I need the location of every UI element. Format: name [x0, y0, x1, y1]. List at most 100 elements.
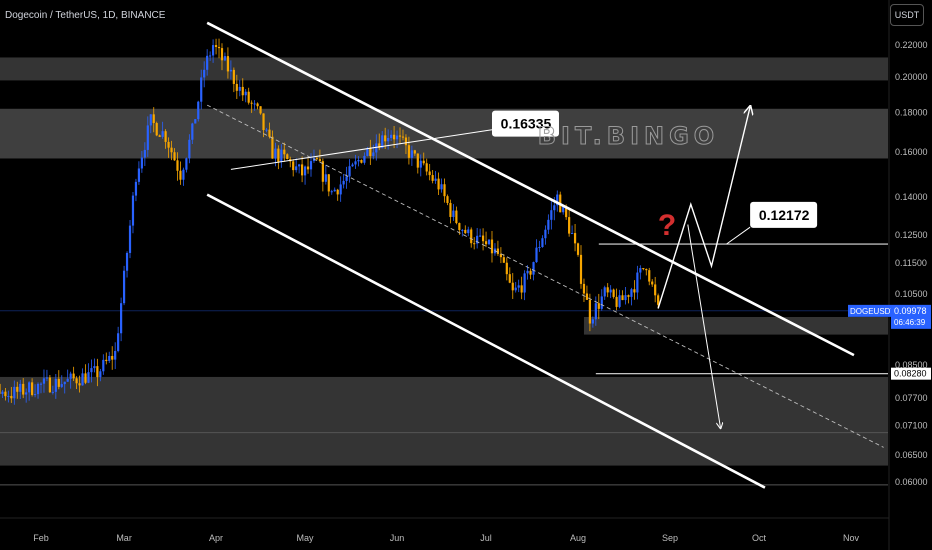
bullish-projection [657, 107, 750, 309]
price-tick-label: 0.07100 [895, 420, 928, 430]
candle-body [496, 248, 500, 254]
candle-body [140, 157, 143, 169]
candle-body [407, 145, 411, 158]
candle-body [390, 134, 393, 138]
candle-body [369, 148, 372, 157]
price-tick-label: 0.18000 [895, 107, 928, 117]
candle-body [191, 123, 194, 140]
month-tick-label: Nov [843, 533, 860, 543]
candle-body [63, 381, 66, 385]
callout-mid-label: 0.12172 [759, 207, 810, 223]
candle-body [60, 384, 63, 387]
candle-body [241, 86, 244, 96]
currency-unit-button[interactable]: USDT [890, 4, 924, 26]
candle-body [164, 131, 167, 142]
candle-body [470, 229, 473, 244]
candle-body [244, 91, 247, 96]
candle-body [131, 195, 135, 226]
candle-body [425, 163, 428, 172]
month-tick-label: Apr [209, 533, 223, 543]
candle-body [461, 229, 464, 231]
candle-body [114, 350, 117, 360]
horizontal-levels [0, 243, 888, 486]
price-axis: 0.22000 0.20000 0.18000 0.16000 0.14000 0.125… [848, 0, 931, 550]
candle-body [618, 295, 621, 307]
candle-body [357, 159, 360, 162]
candle-body [111, 355, 114, 360]
candle-body [143, 149, 146, 158]
candle-body [636, 272, 639, 293]
support-label: 0.08280 [894, 369, 927, 379]
month-tick-label: Feb [33, 533, 49, 543]
candle-body [54, 378, 57, 392]
bearish-projection [687, 224, 721, 428]
candle-body [206, 55, 209, 70]
candle-body [295, 166, 298, 171]
chart-title: Dogecoin / TetherUS, 1D, BINANCE [5, 10, 166, 21]
candle-body [452, 210, 455, 217]
candle-body [348, 166, 351, 177]
candle-body [627, 295, 630, 297]
candle-body [600, 296, 603, 309]
candle-body [381, 135, 384, 149]
candle-body [93, 366, 96, 369]
candle-body [372, 152, 375, 157]
candle-body [84, 373, 87, 383]
candle-body [318, 159, 322, 162]
candle-body [363, 155, 366, 163]
callout-high-label: 0.16335 [501, 116, 552, 132]
candle-body [303, 166, 307, 176]
candle-body [366, 148, 369, 156]
last-price-tag [891, 304, 931, 329]
candle-body [167, 141, 170, 148]
candle-body [256, 103, 259, 107]
candle-body [612, 289, 615, 297]
candle-body [490, 239, 494, 254]
candle-body [96, 366, 99, 378]
zone-rect [0, 376, 888, 466]
candle-body [458, 223, 461, 230]
candle-body [268, 129, 271, 137]
candle-body [413, 150, 416, 154]
candle-body [544, 229, 547, 239]
candle-body [585, 293, 589, 300]
candle-body [550, 210, 553, 220]
candle-body [354, 161, 357, 165]
month-tick-label: Sep [662, 533, 678, 543]
price-tick-label: 0.22000 [895, 40, 928, 50]
candle-body [588, 299, 592, 324]
candle-body [440, 184, 443, 190]
candle-body [28, 382, 31, 393]
candle-body [161, 131, 164, 137]
time-axis: Feb Mar Apr May Jun Jul Aug Sep Oct Nov [0, 517, 889, 543]
candle-body [90, 368, 93, 373]
candle-body [203, 69, 206, 78]
candle-body [105, 359, 108, 361]
candle-body [657, 295, 660, 305]
candle-body [39, 383, 43, 385]
candle-body [401, 136, 405, 138]
descending-channel [206, 21, 884, 489]
candle-body [648, 270, 651, 282]
candle-body [223, 56, 227, 61]
candle-body [384, 135, 387, 142]
candle-body [102, 359, 105, 372]
candle-body [286, 154, 289, 159]
candle-body [176, 160, 179, 171]
candle-body [535, 247, 538, 263]
price-tick-label: 0.06000 [895, 477, 928, 487]
candle-body [173, 152, 176, 161]
price-tick-label: 0.11500 [895, 258, 927, 268]
candle-body [146, 125, 149, 150]
callout-mid-box [750, 201, 818, 228]
candle-body [200, 77, 203, 102]
candle-body [553, 205, 556, 211]
candle-body [128, 225, 132, 253]
candle-body [209, 55, 212, 57]
candle-body [576, 243, 580, 255]
candlesticks [0, 38, 660, 405]
candle-body [395, 135, 399, 140]
price-tick-label: 0.14000 [895, 192, 928, 202]
candle-body [484, 241, 488, 245]
